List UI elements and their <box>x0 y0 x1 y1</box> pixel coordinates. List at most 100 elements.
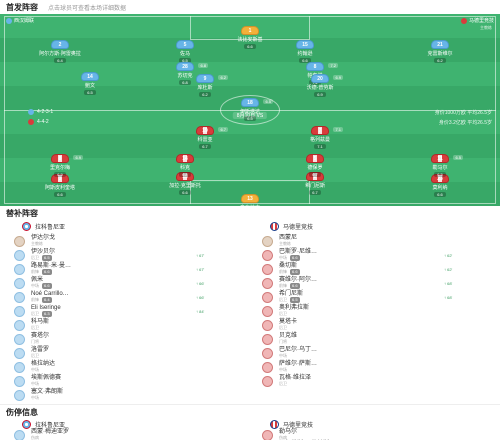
player-name: 格列兹曼 <box>309 137 330 143</box>
home-player-9[interactable]: 20 6.9 沃德-普劳斯 6.9 <box>293 74 347 97</box>
home-player-1[interactable]: 2 阿尔方斯·阿雷奥拉 6.4 <box>33 40 87 63</box>
away-list-item[interactable]: 巴斯罗·尼维… 中场 6.6 ↑ 62' <box>262 248 492 262</box>
away-player-9[interactable]: 19 6.7 科雷亚 6.7 <box>178 126 232 149</box>
rating-badge: 6.8 <box>198 63 208 68</box>
section-divider <box>0 404 500 405</box>
player-rating: 6.4 <box>54 58 66 63</box>
avatar-icon <box>14 291 25 303</box>
shirt-number: 19 <box>202 128 208 134</box>
away-player-7[interactable]: 14 科克 6.8 <box>158 154 212 177</box>
home-player-8[interactable]: 9 6.2 库杜斯 6.2 <box>178 74 232 97</box>
avatar-icon <box>262 263 273 275</box>
home-list-item[interactable]: 西蒙·梅迪亚罗 伤病 <box>14 428 244 440</box>
home-list-item[interactable]: 格拉纳达 中场 <box>14 360 244 374</box>
injury-away-team: 马德里竞技 <box>270 420 313 429</box>
away-list-item[interactable]: 萨维尔·萨斯… 中场 <box>262 360 492 374</box>
player-name: 路易斯·米·曼… <box>31 263 71 269</box>
away-player-2[interactable]: 2 希门尼斯 6.7 <box>288 172 342 195</box>
avatar-icon <box>262 375 273 387</box>
home-list-item[interactable]: 科马斯 后卫 <box>14 318 244 332</box>
player-position: 后卫 <box>279 311 287 316</box>
away-team-logo-icon <box>460 17 467 24</box>
player-position: 中场 <box>31 381 39 386</box>
home-list-item[interactable]: 赛塔尔 门将 <box>14 332 244 346</box>
home-list-item[interactable]: Eli Iseringe 后卫 6.3 ↑ 84' <box>14 304 244 318</box>
sub-in-time: ↑ 67' <box>196 252 205 258</box>
player-position: 后卫 6.3 <box>31 311 52 317</box>
away-player-0[interactable]: 13奥布拉克6.8 <box>223 194 277 206</box>
away-list-item[interactable]: 贝克维 门将 <box>262 332 492 346</box>
player-name: 西蒙尼 <box>279 235 298 241</box>
away-list-item[interactable]: 赛维尔·阿尔… 前锋 6.6 ↑ 68' <box>262 276 492 290</box>
player-name: 洛雷罗 <box>31 347 50 353</box>
player-rating: 6.6 <box>290 255 300 261</box>
shirt-icon: 15 <box>296 40 314 49</box>
home-player-0[interactable]: 1 法比安斯基 6.6 <box>223 26 277 49</box>
away-list-item[interactable]: 巴尼尔·乌丁… 中场 <box>262 346 492 360</box>
away-formation: 4-4-2 <box>28 119 49 125</box>
player-name: 奥布拉克 <box>240 204 260 206</box>
player-name: 巴斯罗·尼维… <box>279 249 317 255</box>
player-position: 后卫 6.5 <box>31 255 52 261</box>
home-player-7[interactable]: 14 鲍文 6.5 <box>63 72 117 95</box>
player-position: 主教练 <box>279 241 291 246</box>
home-formation-icon <box>28 109 34 115</box>
player-name: 法比安斯基 <box>237 37 263 43</box>
away-list-item[interactable]: 奥利弗拉斯 后卫 <box>262 304 492 318</box>
player-position: 后卫 <box>279 381 287 386</box>
away-player-1[interactable]: 23 莫利纳 6.6 <box>413 174 467 197</box>
home-player-10[interactable]: 18 6.5 伊斯塔达 6.5 <box>223 98 277 121</box>
shirt-number: 9 <box>203 76 207 82</box>
away-player-5[interactable]: 11 6.5 勒马尔 6.5 <box>413 154 467 177</box>
home-list-item[interactable]: 伊沙贝尔 后卫 6.5 ↑ 67' <box>14 248 244 262</box>
away-list-item[interactable]: 西蒙尼 主教练 <box>262 234 492 248</box>
home-player-3[interactable]: 15 约翰逊 6.6 <box>278 40 332 63</box>
away-player-6[interactable]: 5 德保罗 6.7 <box>288 154 342 177</box>
home-list-item[interactable]: 埃斯佩德赛 中场 <box>14 374 244 388</box>
home-list-item[interactable]: 塞文·弗朗斯 中场 <box>14 388 244 402</box>
away-player-8[interactable]: 8 6.9 里克尔梅 6.9 <box>33 154 87 177</box>
away-list-item[interactable]: 莫塔卡 后卫 <box>262 318 492 332</box>
shirt-icon: 5 <box>306 154 324 163</box>
away-list-item[interactable]: 希门尼斯 后卫 6.5 ↑ 68' <box>262 290 492 304</box>
home-player-4[interactable]: 21 克雷斯维尔 6.2 <box>413 40 467 63</box>
away-player-3[interactable]: 15 加拉·克里斯托 6.6 <box>158 172 212 195</box>
player-rating: 6.2 <box>199 92 211 97</box>
away-list-item[interactable]: 桑切斯 前锋 6.6 ↑ 62' <box>262 262 492 276</box>
player-name: 伊沙贝尔 <box>31 249 56 255</box>
away-player-4[interactable]: 3 阿斯皮利奎塔 6.6 <box>33 174 87 197</box>
shirt-number: 3 <box>58 176 62 182</box>
away-list-item[interactable]: 瓦格·维拉泽 后卫 <box>262 374 492 388</box>
away-coach-label: 主教练 <box>480 25 492 30</box>
rating-badge: 6.5 <box>263 99 273 104</box>
shirt-icon: 23 <box>431 174 449 183</box>
player-rating: 6.6 <box>42 283 52 289</box>
player-name: 佐马 <box>179 51 190 57</box>
player-name: 格拉纳达 <box>31 361 56 367</box>
player-name: 阿斯皮利奎塔 <box>44 185 75 191</box>
home-list-item[interactable]: 路易斯·米·曼… 前锋 6.6 ↑ 67' <box>14 262 244 276</box>
away-player-10[interactable]: 7 7.1 格列兹曼 7.1 <box>293 126 347 149</box>
player-position: 前锋 6.6 <box>31 269 52 275</box>
player-name: 勒马尔 <box>432 165 448 171</box>
home-list-item[interactable]: 洛雷罗 后卫 <box>14 346 244 360</box>
home-list-item[interactable]: 伊达尔戈 主教练 <box>14 234 244 248</box>
player-position: 后卫 <box>31 353 39 358</box>
home-player-5[interactable]: 28 6.8 苏切克 6.8 <box>158 62 212 85</box>
bench-home-team: 拉科鲁尼亚 <box>22 222 65 231</box>
injury-home-team: 拉科鲁尼亚 <box>22 420 65 429</box>
home-player-2[interactable]: 5 佐马 6.5 <box>158 40 212 63</box>
bench-away-team: 马德里竞技 <box>270 222 313 231</box>
shirt-icon: 28 <box>176 62 194 71</box>
player-name: 西蒙·梅迪亚罗 <box>31 429 69 435</box>
player-position: 中场 <box>279 353 287 358</box>
rating-badge: 6.7 <box>218 127 228 132</box>
player-name: 佩米 <box>31 277 44 283</box>
home-list-item[interactable]: 佩米 中场 6.6 ↑ 66' <box>14 276 244 290</box>
home-club-crest-icon <box>22 222 31 231</box>
player-name: 沃德-普劳斯 <box>306 85 334 91</box>
player-position: 中场 6.6 <box>279 255 300 261</box>
player-name: 克雷斯维尔 <box>427 51 453 57</box>
home-list-item[interactable]: Noé Carrillo… 前锋 6.4 ↑ 66' <box>14 290 244 304</box>
away-list-item[interactable]: 勒马尔 伤病 <box>262 428 492 440</box>
